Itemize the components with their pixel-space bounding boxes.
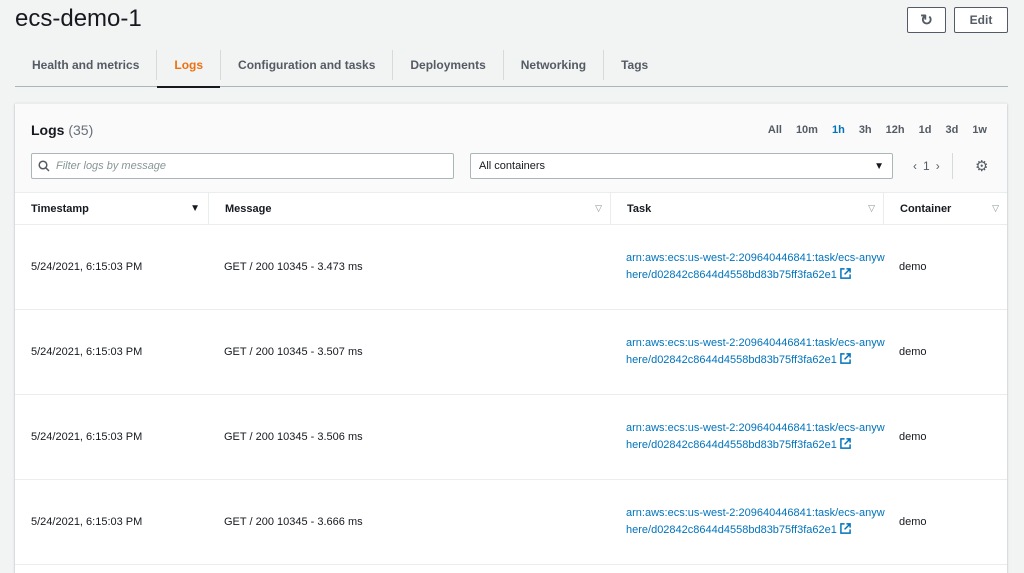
container-select-value: All containers: [479, 160, 546, 172]
sort-desc-icon: ▼: [190, 203, 200, 214]
sort-icon: ▽: [868, 203, 875, 213]
range-3d[interactable]: 3d: [945, 124, 959, 136]
task-cell: arn:aws:ecs:us-west-2:209640446841:task/…: [610, 250, 885, 284]
tab-networking[interactable]: Networking: [502, 50, 603, 80]
tab-logs[interactable]: Logs: [156, 50, 220, 88]
tab-deployments[interactable]: Deployments: [392, 50, 502, 80]
table-row: 5/24/2021, 6:15:03 PM GET / 200 10345 - …: [15, 480, 1007, 565]
caret-down-icon: ▼: [874, 160, 884, 172]
task-link[interactable]: arn:aws:ecs:us-west-2:209640446841:task/…: [626, 507, 885, 536]
page-title: ecs-demo-1: [15, 5, 142, 32]
edit-button[interactable]: Edit: [954, 7, 1008, 33]
range-12h[interactable]: 12h: [885, 124, 905, 136]
search-placeholder: Filter logs by message: [56, 160, 167, 172]
message-cell: GET / 200 10345 - 3.507 ms: [224, 346, 363, 358]
range-1w[interactable]: 1w: [972, 124, 987, 136]
prev-page-button[interactable]: ‹: [913, 159, 917, 173]
tab-configuration-and-tasks[interactable]: Configuration and tasks: [220, 50, 392, 80]
col-container[interactable]: Container ▽: [883, 193, 1007, 224]
container-cell: demo: [899, 261, 927, 273]
task-cell: arn:aws:ecs:us-west-2:209640446841:task/…: [610, 505, 885, 539]
pagination: ‹ 1 ›: [913, 153, 953, 179]
table-row: 5/24/2021, 6:15:03 PM GET / 200 10345 - …: [15, 310, 1007, 395]
task-link[interactable]: arn:aws:ecs:us-west-2:209640446841:task/…: [626, 337, 885, 366]
table-header: Timestamp ▼ Message ▽ Task ▽ Container ▽: [15, 193, 1007, 225]
message-cell: GET / 200 10345 - 3.506 ms: [224, 431, 363, 443]
time-range-selector: All 10m 1h 3h 12h 1d 3d 1w: [768, 124, 987, 136]
external-link-icon: [840, 268, 851, 279]
logs-title: Logs (35): [31, 122, 94, 138]
range-All[interactable]: All: [767, 124, 782, 136]
external-link-icon: [840, 353, 851, 364]
container-cell: demo: [899, 346, 927, 358]
refresh-icon: ↻: [920, 12, 933, 29]
timestamp-cell: 5/24/2021, 6:15:03 PM: [31, 261, 143, 273]
container-select[interactable]: All containers ▼: [470, 153, 893, 179]
task-cell: arn:aws:ecs:us-west-2:209640446841:task/…: [610, 420, 885, 454]
container-cell: demo: [899, 516, 927, 528]
next-page-button[interactable]: ›: [935, 159, 940, 173]
page-number[interactable]: 1: [923, 159, 930, 173]
external-link-icon: [840, 438, 851, 449]
table-row: 5/24/2021, 6:15:03 PM GET / 200 10345 - …: [15, 225, 1007, 310]
col-task[interactable]: Task ▽: [610, 193, 883, 224]
task-link[interactable]: arn:aws:ecs:us-west-2:209640446841:task/…: [626, 422, 885, 451]
tab-health-and-metrics[interactable]: Health and metrics: [32, 58, 140, 72]
sort-icon: ▽: [992, 203, 999, 213]
col-message[interactable]: Message ▽: [208, 193, 610, 224]
task-cell: arn:aws:ecs:us-west-2:209640446841:task/…: [610, 335, 885, 369]
col-timestamp[interactable]: Timestamp ▼: [31, 202, 200, 215]
timestamp-cell: 5/24/2021, 6:15:03 PM: [31, 516, 143, 528]
sort-icon: ▽: [595, 203, 602, 213]
task-link[interactable]: arn:aws:ecs:us-west-2:209640446841:task/…: [626, 252, 885, 281]
tab-tags[interactable]: Tags: [603, 50, 665, 80]
table-row: 5/24/2021, 6:15:03 PM GET / 200 10345 - …: [15, 395, 1007, 480]
search-icon: [38, 160, 50, 172]
range-1h[interactable]: 1h: [831, 124, 845, 136]
range-3h[interactable]: 3h: [858, 124, 872, 136]
message-cell: GET / 200 10345 - 3.666 ms: [224, 516, 363, 528]
tab-bar: Health and metrics Logs Configuration and …: [15, 48, 1008, 88]
range-1d[interactable]: 1d: [918, 124, 932, 136]
filter-logs-input[interactable]: Filter logs by message: [31, 153, 454, 179]
message-cell: GET / 200 10345 - 3.473 ms: [224, 261, 363, 273]
timestamp-cell: 5/24/2021, 6:15:03 PM: [31, 431, 143, 443]
settings-gear-icon[interactable]: ⚙: [975, 158, 989, 175]
external-link-icon: [840, 523, 851, 534]
container-cell: demo: [899, 431, 927, 443]
timestamp-cell: 5/24/2021, 6:15:03 PM: [31, 346, 143, 358]
range-10m[interactable]: 10m: [795, 124, 818, 136]
refresh-button[interactable]: ↻: [907, 7, 946, 33]
logs-count: (35): [68, 122, 94, 138]
logs-panel: Logs (35) All 10m 1h 3h 12h 1d 3d 1w Filter log…: [15, 103, 1007, 573]
